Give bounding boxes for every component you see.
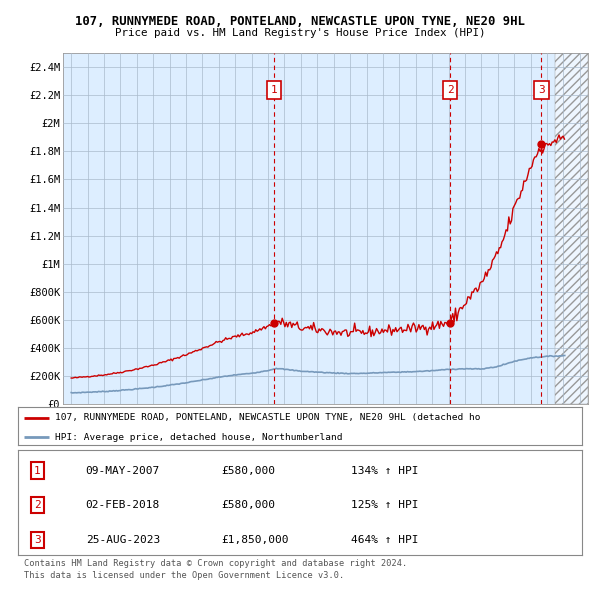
Text: 107, RUNNYMEDE ROAD, PONTELAND, NEWCASTLE UPON TYNE, NE20 9HL (detached ho: 107, RUNNYMEDE ROAD, PONTELAND, NEWCASTL… (55, 414, 480, 422)
Text: 1: 1 (271, 85, 277, 95)
Text: 02-FEB-2018: 02-FEB-2018 (86, 500, 160, 510)
Text: 107, RUNNYMEDE ROAD, PONTELAND, NEWCASTLE UPON TYNE, NE20 9HL: 107, RUNNYMEDE ROAD, PONTELAND, NEWCASTL… (75, 15, 525, 28)
Text: 464% ↑ HPI: 464% ↑ HPI (351, 535, 418, 545)
Text: 3: 3 (538, 85, 545, 95)
Text: £580,000: £580,000 (221, 466, 275, 476)
Text: This data is licensed under the Open Government Licence v3.0.: This data is licensed under the Open Gov… (24, 571, 344, 579)
Text: 125% ↑ HPI: 125% ↑ HPI (351, 500, 418, 510)
Text: HPI: Average price, detached house, Northumberland: HPI: Average price, detached house, Nort… (55, 432, 342, 441)
Text: 1: 1 (34, 466, 41, 476)
Text: 3: 3 (34, 535, 41, 545)
Text: Price paid vs. HM Land Registry's House Price Index (HPI): Price paid vs. HM Land Registry's House … (115, 28, 485, 38)
Text: Contains HM Land Registry data © Crown copyright and database right 2024.: Contains HM Land Registry data © Crown c… (24, 559, 407, 568)
Text: 2: 2 (34, 500, 41, 510)
Text: 25-AUG-2023: 25-AUG-2023 (86, 535, 160, 545)
Text: 2: 2 (446, 85, 454, 95)
Text: £580,000: £580,000 (221, 500, 275, 510)
Text: 134% ↑ HPI: 134% ↑ HPI (351, 466, 418, 476)
Text: £1,850,000: £1,850,000 (221, 535, 289, 545)
Text: 09-MAY-2007: 09-MAY-2007 (86, 466, 160, 476)
